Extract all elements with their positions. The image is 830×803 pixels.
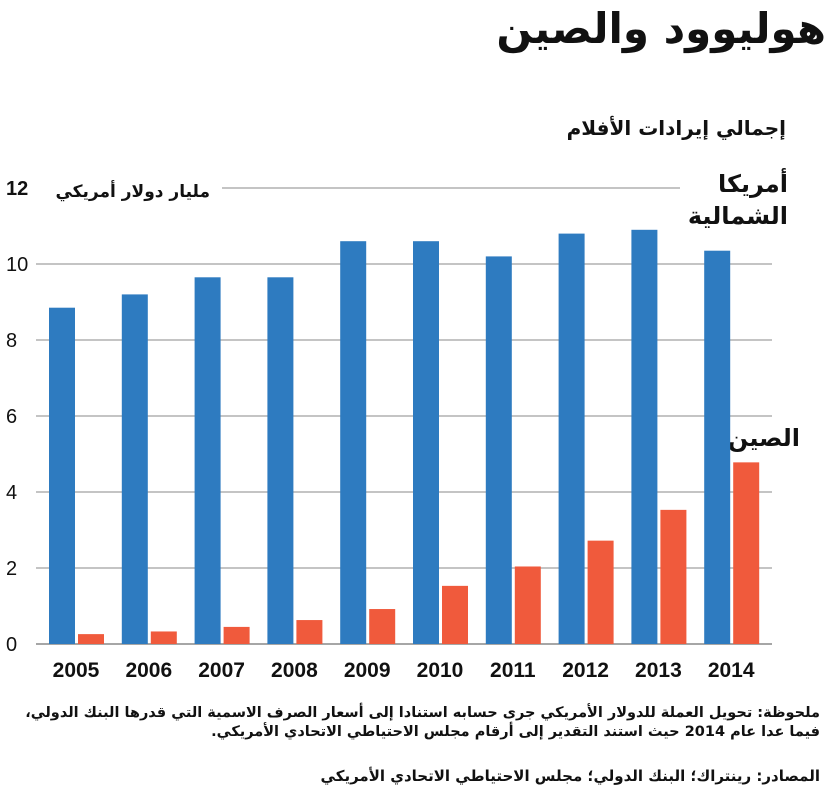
y-tick-label: 2: [6, 558, 17, 580]
chart-subtitle: إجمالي إيرادات الأفلام: [566, 116, 786, 140]
bar-north-america: [267, 277, 294, 644]
x-tick-label: 2014: [708, 659, 755, 682]
y-tick-label: 4: [6, 482, 17, 504]
y-tick-label: 0: [6, 634, 17, 656]
bar-north-america: [704, 250, 731, 644]
legend-label-north-america: أمريكا الشمالية: [687, 170, 788, 230]
bar-north-america: [194, 277, 221, 644]
x-tick-label: 2013: [635, 659, 682, 682]
sources-line: المصادر: رينتراك؛ البنك الدولي؛ مجلس الا…: [320, 767, 820, 785]
y-tick-label: 10: [6, 254, 28, 276]
bar-china: [296, 620, 323, 644]
page-title: هوليوود والصين: [496, 4, 826, 53]
bar-china: [369, 609, 396, 644]
bar-china: [514, 566, 541, 644]
bar-north-america: [631, 229, 658, 645]
bar-china: [733, 462, 760, 644]
x-tick-label: 2010: [417, 659, 464, 682]
y-axis-ticks: 0 2 4 6 8 10 12: [6, 178, 28, 656]
y-tick-label: 6: [6, 406, 17, 428]
bar-north-america: [49, 307, 75, 644]
x-tick-label: 2008: [271, 659, 318, 682]
bar-north-america: [340, 241, 367, 644]
bar-north-america: [485, 256, 512, 644]
y-tick-label: 12: [6, 178, 28, 200]
bar-china: [150, 631, 177, 644]
bar-china: [223, 626, 250, 644]
x-tick-label: 2005: [53, 659, 100, 682]
x-tick-label: 2012: [562, 659, 609, 682]
bar-china: [442, 585, 468, 644]
bars: [49, 229, 760, 645]
bar-china: [660, 509, 687, 644]
bar-china: [587, 540, 614, 644]
bar-north-america: [558, 233, 585, 644]
footnote: ملحوظة: تحويل العملة للدولار الأمريكي جر…: [25, 705, 820, 740]
y-tick-label: 8: [6, 330, 17, 352]
legend-label-china: الصين: [727, 424, 800, 452]
bar-north-america: [121, 294, 148, 644]
y-axis-unit-label: مليار دولار أمريكي: [55, 182, 210, 202]
bar-china: [78, 634, 104, 644]
x-tick-label: 2009: [344, 659, 391, 682]
x-tick-label: 2007: [198, 659, 245, 682]
x-tick-label: 2011: [490, 659, 536, 682]
bar-north-america: [413, 241, 439, 644]
x-axis-ticks: 2005 2006 2007 2008 2009 2010 2011 2012 2013 2014: [53, 659, 755, 682]
x-tick-label: 2006: [125, 659, 172, 682]
